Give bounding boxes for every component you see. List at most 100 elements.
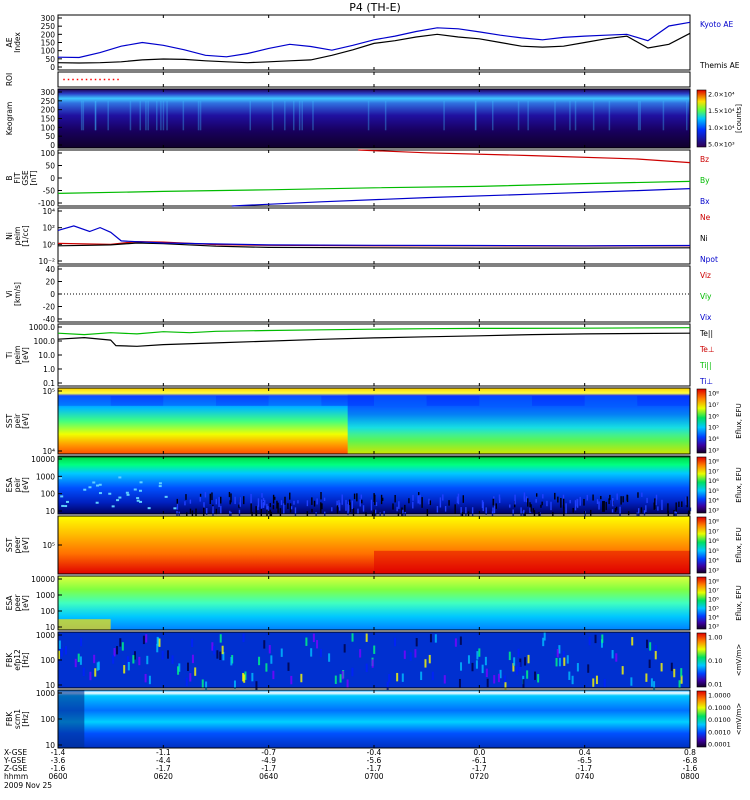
esa-ion-speck (563, 506, 565, 518)
esa-ion-speck (554, 492, 556, 500)
esa-ion-speck (417, 499, 420, 504)
esa-ion-speck (370, 499, 373, 511)
fbk-e-cell (458, 678, 461, 688)
esa-ion-speck (204, 492, 207, 498)
keogram-streak (94, 100, 97, 131)
density-legend-0: Ne (700, 213, 711, 222)
fbk_b-colorbar-tick: 1.0000 (708, 692, 731, 700)
esa-ion-speck (352, 508, 355, 518)
fbk_b-ylabel: FBK (5, 711, 14, 726)
keogram-streak (197, 100, 200, 131)
fbk-e-cell (185, 677, 188, 687)
esa-ion-speck (234, 496, 236, 505)
esa-ion-speck (283, 503, 285, 514)
fbk-e-cell (588, 636, 591, 646)
esa-ion-speck (272, 494, 275, 504)
fbk-e-cell (403, 650, 406, 659)
esa-ion-speck (619, 506, 621, 517)
fbk_b-ytick-label: 1000 (36, 689, 55, 698)
velocity-ytick-label: 40 (45, 265, 55, 274)
ae-ytick-label: 150 (41, 39, 56, 48)
fbk-e-cell (243, 674, 246, 683)
esa-ion-speck (261, 493, 263, 498)
esa_ion-ytick-label: 10000 (31, 455, 55, 464)
ae-ytick-label: 200 (41, 30, 56, 39)
keogram-streak (554, 100, 556, 131)
esa-ion-speck (509, 504, 511, 508)
density-legend-1: Ni (700, 234, 708, 243)
fbk-e-cell (146, 655, 149, 665)
esa-ion-speck (653, 502, 655, 510)
fbk_e-ytick-label: 100 (41, 656, 56, 665)
fbk-e-cell (428, 654, 431, 664)
fbk-e-cell (631, 637, 634, 646)
fbk-e-cell (121, 642, 124, 651)
roi-ylabel: ROI (5, 73, 14, 86)
fbk-e-cell (673, 668, 676, 678)
esa-ion-speck (284, 496, 286, 505)
fbk-e-cell (328, 653, 331, 662)
keogram-colorbar-label: [counts] (735, 104, 743, 133)
fbk-e-cell (94, 668, 97, 677)
fbk-e-cell (534, 671, 537, 680)
fbk-e-cell (205, 681, 208, 690)
esa-ion-speck (349, 499, 351, 506)
series-npot (57, 225, 691, 247)
ephem-z-gse: -1.6 (683, 764, 698, 773)
fbk-e-cell (443, 675, 446, 684)
ephem-z-gse: -1.7 (577, 764, 592, 773)
esa-ion-speck (374, 509, 377, 517)
ae-ytick-label: 100 (41, 47, 56, 56)
esa-ion-speck (136, 497, 140, 500)
esa-ion-speck (401, 507, 403, 518)
esa-ion-speck (572, 507, 574, 513)
sst-ion-block (163, 395, 216, 406)
fbk_e-colorbar-label: <mV/m> (735, 644, 743, 677)
keogram-streak (249, 100, 252, 131)
esa-ion-speck (266, 503, 268, 515)
fbk-e-cell (287, 662, 290, 671)
keogram-streak (639, 100, 641, 131)
esa-ion-speck (560, 497, 562, 508)
fbk-e-cell (144, 673, 147, 683)
fbk_b-colorbar-tick: 0.1000 (708, 704, 731, 712)
fbk-e-cell (558, 645, 561, 654)
sst-ion-block (584, 395, 638, 406)
esa-ion-speck (136, 499, 140, 502)
keogram-ytick-label: 250 (41, 97, 56, 106)
temperature-ylabel: [eV] (21, 347, 30, 363)
fbk_e-colorbar-tick: 0.01 (708, 681, 722, 689)
fbk_b-ytick-label: 10 (45, 741, 55, 750)
fbk-e-cell (177, 666, 180, 675)
fbk_e-ylabel: FBK (5, 652, 14, 667)
esa-ion-speck (64, 505, 68, 508)
esa-ion-speck (349, 502, 351, 513)
esa-ion-speck (569, 499, 571, 504)
esa-ion-speck (118, 496, 122, 499)
esa-ion-speck (83, 488, 87, 491)
esa-ion-speck (185, 494, 187, 500)
fbk-e-cell (409, 652, 412, 661)
esa-ion-speck (598, 501, 600, 510)
fbk-e-cell (310, 648, 313, 657)
esa-ion-speck (186, 512, 188, 518)
esa-ion-speck (341, 494, 343, 505)
esa-ion-speck (492, 507, 494, 515)
keogram-streak (662, 100, 665, 131)
fbk-e-cell (156, 636, 159, 646)
velocity-legend-0: Viz (700, 271, 711, 280)
esa_electron-ytick-label: 10 (45, 623, 55, 632)
sst_electron-ylabel: [eV] (21, 537, 30, 553)
keogram-ytick-label: 50 (45, 132, 55, 141)
fbk-e-cell (201, 679, 204, 688)
sst-ion-block (374, 395, 427, 406)
esa-ion-speck (293, 500, 295, 505)
esa-ion-speck (603, 500, 605, 512)
fbk-e-cell (420, 671, 423, 681)
esa-ion-speck (263, 499, 266, 506)
keogram-streak (592, 100, 595, 131)
fbk-e-cell (272, 670, 275, 680)
esa_electron-colorbar-tick: 10³ (708, 623, 719, 631)
fbk-e-cell (93, 654, 96, 664)
fbk-e-cell (471, 662, 474, 672)
